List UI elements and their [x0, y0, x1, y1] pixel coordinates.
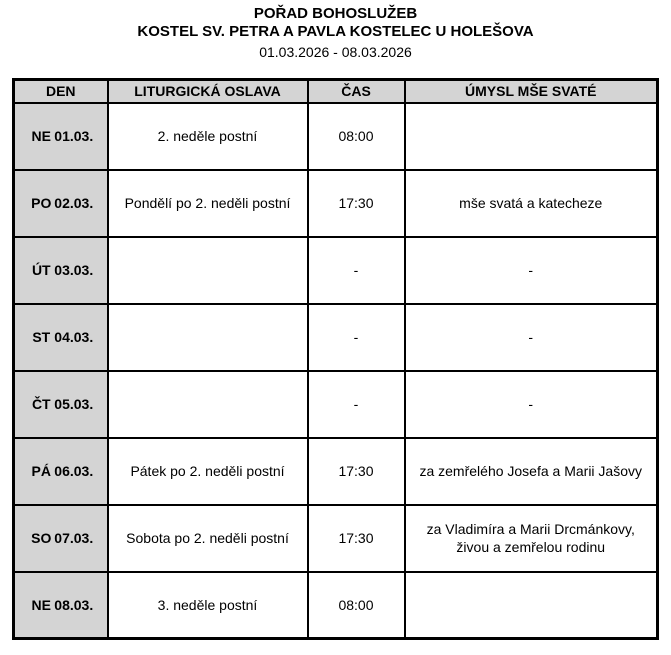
time-cell: 08:00 — [306, 570, 406, 640]
celebration-cell: Sobota po 2. neděli postní — [106, 503, 309, 573]
day-cell: ČT 05.03. — [12, 369, 109, 439]
day-abbrev: ÚT — [31, 261, 51, 278]
schedule-table: DEN LITURGICKÁ OSLAVA ČAS ÚMYSL MŠE SVAT… — [12, 78, 659, 641]
time-cell: 17:30 — [306, 168, 406, 238]
column-header-intention: ÚMYSL MŠE SVATÉ — [403, 78, 659, 104]
header-row: DEN LITURGICKÁ OSLAVA ČAS ÚMYSL MŠE SVAT… — [12, 78, 659, 104]
day-cell: PO 02.03. — [12, 168, 109, 238]
column-header-time: ČAS — [306, 78, 406, 104]
column-header-day: DEN — [12, 78, 109, 104]
day-cell: ST 04.03. — [12, 302, 109, 372]
table-row: ÚT 03.03. - - — [12, 235, 659, 305]
table-row: ČT 05.03. - - — [12, 369, 659, 439]
day-abbrev: PÁ — [31, 462, 51, 479]
table-row: ST 04.03. - - — [12, 302, 659, 372]
table-row: NE 08.03. 3. neděle postní 08:00 — [12, 570, 659, 640]
table-row: SO 07.03. Sobota po 2. neděli postní 17:3… — [12, 503, 659, 573]
table-row: NE 01.03. 2. neděle postní 08:00 — [12, 101, 659, 171]
day-cell: NE 08.03. — [12, 570, 109, 640]
day-date: 01.03. — [54, 127, 94, 144]
day-abbrev: SO — [31, 529, 52, 546]
column-header-celebration: LITURGICKÁ OSLAVA — [106, 78, 309, 104]
day-abbrev: PO — [31, 194, 52, 211]
time-cell: - — [306, 369, 406, 439]
celebration-cell: 2. neděle postní — [106, 101, 309, 171]
table-row: PO 02.03. Pondělí po 2. neděli postní 17:… — [12, 168, 659, 238]
day-cell: PÁ 06.03. — [12, 436, 109, 506]
celebration-cell: 3. neděle postní — [106, 570, 309, 640]
day-date: 03.03. — [54, 261, 94, 278]
day-cell: SO 07.03. — [12, 503, 109, 573]
day-date: 06.03. — [54, 462, 94, 479]
time-cell: - — [306, 302, 406, 372]
time-cell: - — [306, 235, 406, 305]
table-row: PÁ 06.03. Pátek po 2. neděli postní 17:30… — [12, 436, 659, 506]
document-date-range: 01.03.2026 - 08.03.2026 — [259, 44, 412, 60]
day-abbrev: ST — [32, 328, 51, 345]
table-header: DEN LITURGICKÁ OSLAVA ČAS ÚMYSL MŠE SVAT… — [12, 78, 659, 104]
intention-cell — [403, 101, 659, 171]
day-cell: NE 01.03. — [12, 101, 109, 171]
celebration-cell — [106, 302, 309, 372]
time-cell: 17:30 — [306, 503, 406, 573]
document-subtitle: KOSTEL SV. PETRA A PAVLA KOSTELEC U HOLE… — [137, 23, 534, 40]
day-cell: ÚT 03.03. — [12, 235, 109, 305]
day-date: 04.03. — [54, 328, 94, 345]
day-date: 08.03. — [54, 596, 94, 613]
time-cell: 08:00 — [306, 101, 406, 171]
celebration-cell — [106, 235, 309, 305]
day-abbrev: ČT — [31, 395, 51, 412]
day-abbrev: NE — [31, 596, 51, 613]
intention-cell: mše svatá a katecheze — [403, 168, 659, 238]
table-body: NE 01.03. 2. neděle postní 08:00 PO 02.03.… — [12, 101, 659, 640]
time-cell: 17:30 — [306, 436, 406, 506]
celebration-cell: Pátek po 2. neděli postní — [106, 436, 309, 506]
intention-cell: za zemřelého Josefa a Marii Jašovy — [403, 436, 659, 506]
intention-cell: - — [403, 235, 659, 305]
celebration-cell: Pondělí po 2. neděli postní — [106, 168, 309, 238]
intention-cell — [403, 570, 659, 640]
day-date: 07.03. — [54, 529, 94, 546]
title-block: POŘAD BOHOSLUŽEB KOSTEL SV. PETRA A PAVL… — [0, 0, 671, 61]
day-date: 05.03. — [54, 395, 94, 412]
document-title: POŘAD BOHOSLUŽEB — [253, 5, 418, 22]
celebration-cell — [106, 369, 309, 439]
intention-cell: - — [403, 302, 659, 372]
intention-cell: za Vladimíra a Marii Drcmánkovy, živou a… — [403, 503, 659, 573]
day-abbrev: NE — [31, 127, 51, 144]
day-date: 02.03. — [54, 194, 94, 211]
intention-cell: - — [403, 369, 659, 439]
